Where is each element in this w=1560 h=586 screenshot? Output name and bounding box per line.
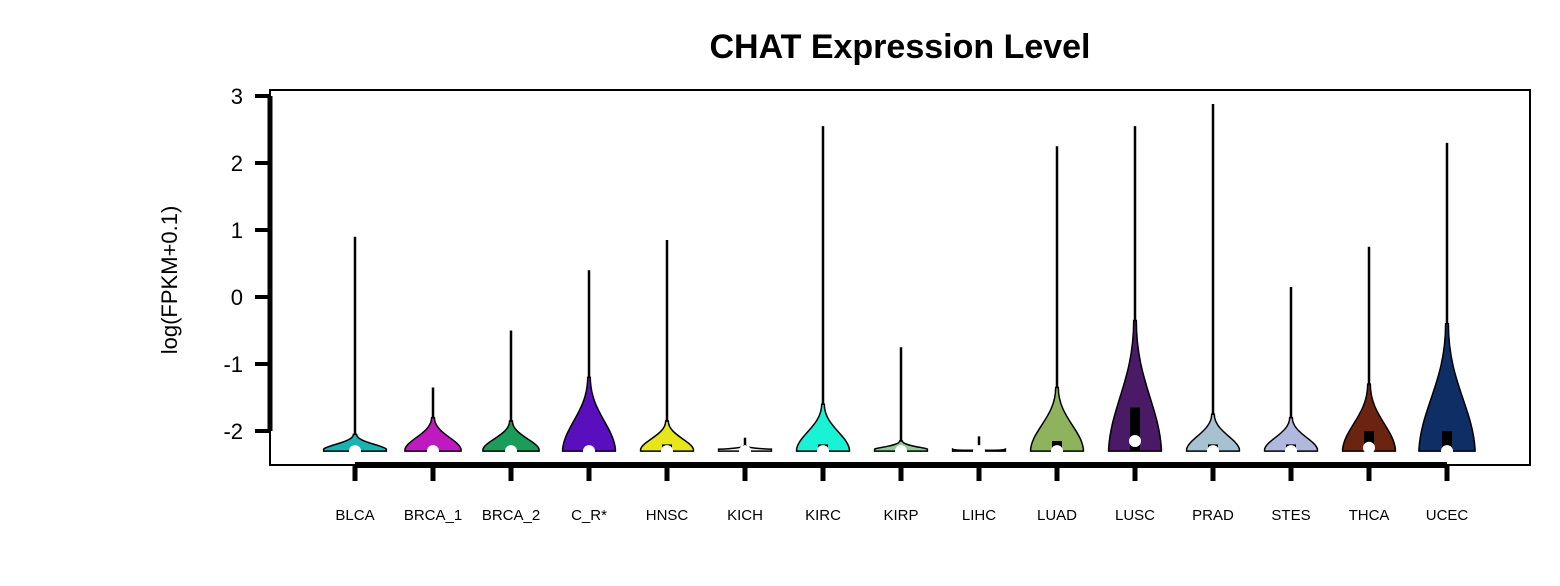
violins-group [322,104,1476,458]
violin-HNSC [639,240,695,458]
violin-median-point [1363,441,1375,454]
x-tick-label: KIRP [883,507,918,524]
violin-body [795,403,851,452]
x-tick-label: BRCA_1 [404,507,462,524]
x-tick-label: PRAD [1192,507,1234,524]
y-axis-label: log(FPKM+0.1) [157,206,182,355]
x-axis: BLCA BRCA_1 BRCA_2 C_R* HNSC KICH KIRC KIRP LIHC… [335,462,1469,524]
x-tick-label: BLCA [335,507,374,524]
violin-BRCA_1 [404,387,462,458]
violin-median-point [661,445,673,458]
violin-LUSC [1107,126,1163,452]
violin-median-point [505,445,517,458]
violin-median-point [1051,445,1063,458]
violin-body [1418,323,1476,452]
violin-iqr-box [1130,407,1140,452]
x-tick-label: LUSC [1115,507,1155,524]
violin-KICH [717,437,773,458]
violin-body [1185,413,1241,452]
x-tick-label: LUAD [1037,507,1077,524]
violin-THCA [1341,246,1397,454]
violin-iqr-box [1364,431,1374,452]
y-tick-label: 0 [231,285,243,310]
violin-KIRC [795,126,851,458]
violin-median-point [583,445,595,458]
x-tick-label: KICH [727,507,763,524]
violin-body [482,420,540,452]
violin-median-point [817,445,829,458]
violin-body [561,376,617,452]
x-tick-label: STES [1271,507,1310,524]
violin-median-point [1285,445,1297,458]
violin-median-point [349,445,361,458]
y-tick-label: -2 [223,419,243,444]
violin-median-point [1129,435,1141,448]
violin-body [1341,383,1397,452]
chart-title: CHAT Expression Level [709,28,1090,66]
violin-body [1263,416,1319,452]
violin-STES [1263,286,1319,458]
violin-median-point [739,445,751,458]
x-tick-label: THCA [1349,507,1390,524]
x-tick-label: BRCA_2 [482,507,540,524]
violin-body [322,433,388,452]
violin-BRCA_2 [482,330,540,458]
y-tick-label: 3 [231,84,243,109]
y-axis: -2 -1 0 1 2 3 [223,84,273,444]
x-tick-label: HNSC [646,507,689,524]
violin-UCEC [1418,142,1476,458]
x-tick-label: UCEC [1426,507,1469,524]
violin-body [1029,386,1085,452]
x-tick-label: KIRC [805,507,841,524]
violin-median-point [1207,445,1219,458]
y-tick-label: 1 [231,218,243,243]
violin-PRAD [1185,104,1241,458]
violin-median-point [973,445,985,458]
x-tick-label: LIHC [962,507,996,524]
violin-KIRP [873,347,929,458]
violin-median-point [1441,445,1453,458]
x-tick-label: C_R* [571,507,607,524]
violin-median-point [895,445,907,458]
y-tick-label: 2 [231,151,243,176]
violin-median-point [427,445,439,458]
violin-LIHC [951,436,1007,458]
violin-iqr-box [1442,431,1452,452]
violin-C_R* [561,270,617,458]
violin-BLCA [322,236,388,458]
y-tick-label: -1 [223,352,243,377]
violin-body [639,420,695,452]
violin-LUAD [1029,146,1085,458]
violin-body [1107,319,1163,452]
violin-body [404,416,462,452]
